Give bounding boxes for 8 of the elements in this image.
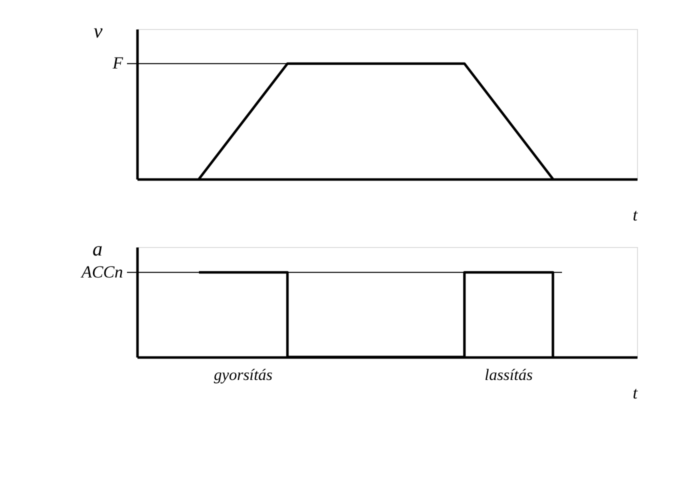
ref-line-label: F <box>112 54 124 73</box>
text: lassítás <box>484 367 533 384</box>
y-axis-title: a <box>92 238 102 260</box>
text: gyorsítás <box>214 367 273 384</box>
ref-line-label: ACCn <box>80 262 123 282</box>
x-axis-title: t <box>632 384 639 402</box>
y-axis-title: v <box>94 20 103 42</box>
x-axis-title: t <box>632 206 639 224</box>
